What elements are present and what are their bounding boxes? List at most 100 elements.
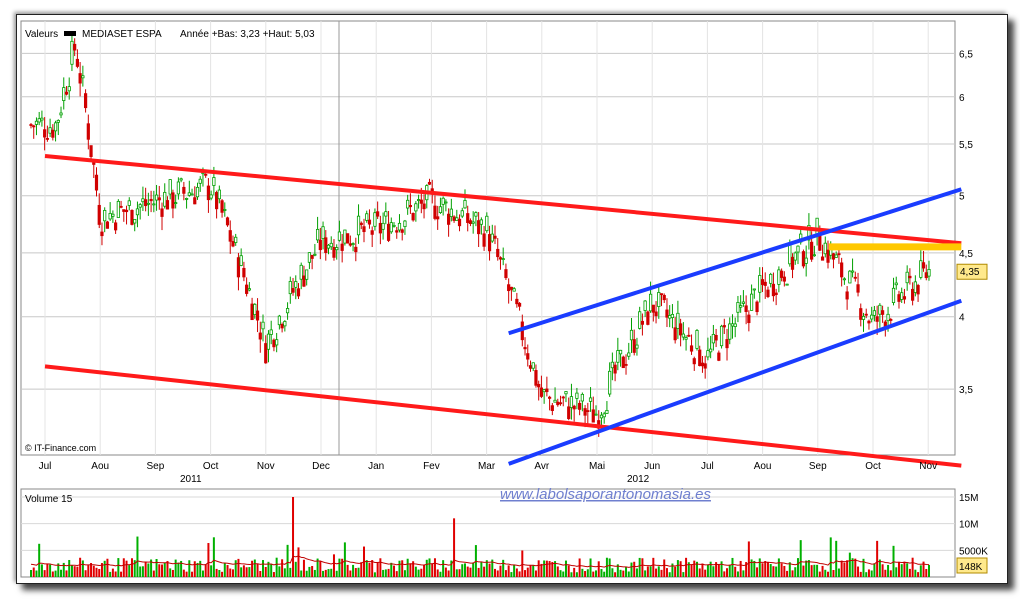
- volume-bar: [117, 558, 120, 577]
- volume-bar: [346, 564, 349, 577]
- candle-body: [537, 383, 541, 388]
- volume-bar: [387, 568, 390, 577]
- candle-body: [605, 410, 609, 414]
- candle-body: [638, 311, 642, 329]
- candle-body: [763, 281, 767, 286]
- candle-body: [225, 217, 230, 226]
- month-label: Aou: [754, 461, 772, 472]
- last-price-marker: 4,35: [956, 263, 988, 280]
- volume-bar: [87, 565, 90, 577]
- candle-body: [310, 254, 314, 259]
- candle-body: [564, 391, 568, 395]
- volume-bar: [881, 564, 884, 577]
- month-label: Avr: [534, 461, 549, 472]
- candle-body: [179, 178, 183, 181]
- volume-bar: [371, 560, 374, 577]
- volume-bar: [660, 569, 663, 577]
- volume-bar: [125, 560, 128, 577]
- candle-body: [646, 311, 650, 325]
- watermark-link[interactable]: www.labolsaporantonomasia.es: [500, 486, 711, 503]
- volume-bar: [805, 560, 808, 577]
- volume-bar: [133, 560, 136, 577]
- volume-bar: [259, 571, 262, 577]
- volume-bar: [384, 569, 387, 577]
- volume-bar: [862, 558, 865, 577]
- trend-lines: [44, 153, 962, 468]
- candle-body: [706, 350, 710, 358]
- volume-bar: [835, 540, 838, 577]
- volume-bar: [499, 565, 502, 577]
- candle-body: [463, 200, 467, 209]
- volume-bar: [865, 572, 868, 577]
- chart-canvas: 6,5 6 5,5 5 4,5 4 3,5 Valeurs MEDIASET ESPA An…: [20, 20, 988, 578]
- candle-body: [850, 270, 855, 273]
- candle-body: [856, 284, 860, 293]
- volume-bar: [846, 560, 849, 577]
- volume-bar: [704, 569, 707, 577]
- month-label: Jun: [644, 461, 660, 472]
- volume-bar: [455, 569, 458, 577]
- volume-bar: [215, 568, 218, 577]
- volume-bar: [668, 572, 671, 577]
- candle-body: [34, 120, 39, 125]
- candle-body: [370, 230, 374, 235]
- volume-bar: [60, 569, 63, 577]
- candle-body: [766, 289, 770, 297]
- volume-bar: [420, 568, 423, 577]
- candle-body: [406, 199, 410, 209]
- candle-body: [157, 197, 161, 201]
- candle-body: [376, 211, 380, 217]
- volume-bar: [906, 563, 909, 577]
- volume-bar: [81, 560, 84, 577]
- candle-body: [130, 209, 134, 225]
- candle-body: [621, 356, 625, 369]
- candle-body: [490, 233, 494, 242]
- volume-bar: [644, 570, 647, 577]
- candle-body: [285, 308, 290, 314]
- volume-bar: [674, 566, 677, 577]
- volume-bar: [843, 562, 846, 577]
- candle-body: [640, 320, 645, 325]
- candle-body: [774, 292, 778, 296]
- candle-body: [859, 308, 863, 320]
- volume-bar: [682, 572, 685, 577]
- month-label: Oct: [203, 461, 219, 472]
- candle-body: [531, 362, 535, 369]
- volume-bar: [447, 570, 450, 577]
- volume-bar: [120, 571, 123, 577]
- candle-body: [255, 310, 260, 321]
- month-label: Aou: [91, 461, 109, 472]
- candle-body: [395, 230, 399, 233]
- volume-bar: [177, 562, 180, 577]
- candle-body: [67, 86, 71, 92]
- volume-bar: [393, 565, 396, 577]
- candle-body: [348, 243, 352, 246]
- volume-bar: [646, 566, 649, 577]
- volume-bar: [95, 567, 98, 577]
- volume-bar: [51, 571, 54, 577]
- volume-bar: [245, 567, 248, 577]
- candle-body: [466, 213, 470, 223]
- last-volume-marker: 148K: [956, 557, 988, 574]
- candle-body: [845, 291, 849, 300]
- price-tick-label: 5: [959, 192, 965, 203]
- candle-body: [534, 370, 538, 386]
- candle-body: [714, 334, 718, 341]
- candle-body: [676, 312, 680, 329]
- volume-bar: [717, 564, 720, 577]
- trend-line: [508, 298, 962, 466]
- candle-body: [209, 194, 213, 199]
- volume-bar: [529, 565, 532, 577]
- candle-body: [616, 350, 620, 363]
- volume-bar: [390, 562, 393, 577]
- volume-bar: [824, 569, 827, 577]
- volume-bar: [570, 572, 573, 577]
- volume-bar: [38, 543, 41, 577]
- volume-bar: [316, 558, 319, 577]
- volume-bar: [551, 561, 554, 577]
- volume-bar: [876, 540, 879, 577]
- volume-bar: [786, 570, 789, 577]
- volume-bar: [922, 561, 925, 577]
- month-label: Fev: [423, 461, 440, 472]
- volume-bar: [166, 561, 169, 577]
